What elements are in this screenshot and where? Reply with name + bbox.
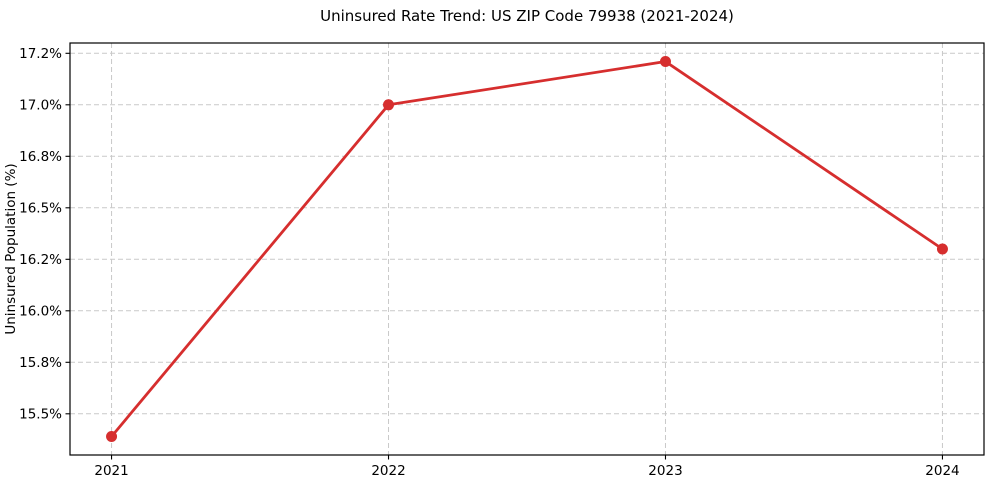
y-axis-label: Uninsured Population (%) — [3, 163, 19, 334]
data-point-2023 — [659, 56, 671, 68]
x-tick-label: 2023 — [648, 463, 682, 479]
plot-border — [69, 42, 985, 456]
y-tick-label: 17.0% — [19, 97, 62, 113]
y-tick-label: 16.0% — [19, 303, 62, 319]
grid-lines — [70, 43, 984, 455]
tick-labels: 15.5% 15.8% 16.0% 16.2% 16.5% 16.8% 17.0% 17.2%… — [19, 46, 960, 479]
y-tick-label: 16.5% — [19, 200, 62, 216]
x-tick-label: 2024 — [925, 463, 959, 479]
y-tick-label: 15.8% — [19, 355, 62, 371]
y-tick-label: 16.2% — [19, 252, 62, 268]
data-point-2021 — [106, 430, 118, 442]
trend-line — [110, 60, 944, 438]
axes — [65, 42, 985, 460]
y-tick-label: 16.8% — [19, 149, 62, 165]
data-point-2022 — [383, 99, 395, 111]
y-tick-label: 15.5% — [19, 406, 62, 422]
x-tick-label: 2021 — [94, 463, 128, 479]
y-tick-label: 17.2% — [19, 46, 62, 62]
x-tick-label: 2022 — [371, 463, 405, 479]
chart-title: Uninsured Rate Trend: US ZIP Code 79938 … — [320, 7, 734, 25]
data-series — [106, 56, 948, 442]
data-point-2024 — [936, 243, 948, 255]
